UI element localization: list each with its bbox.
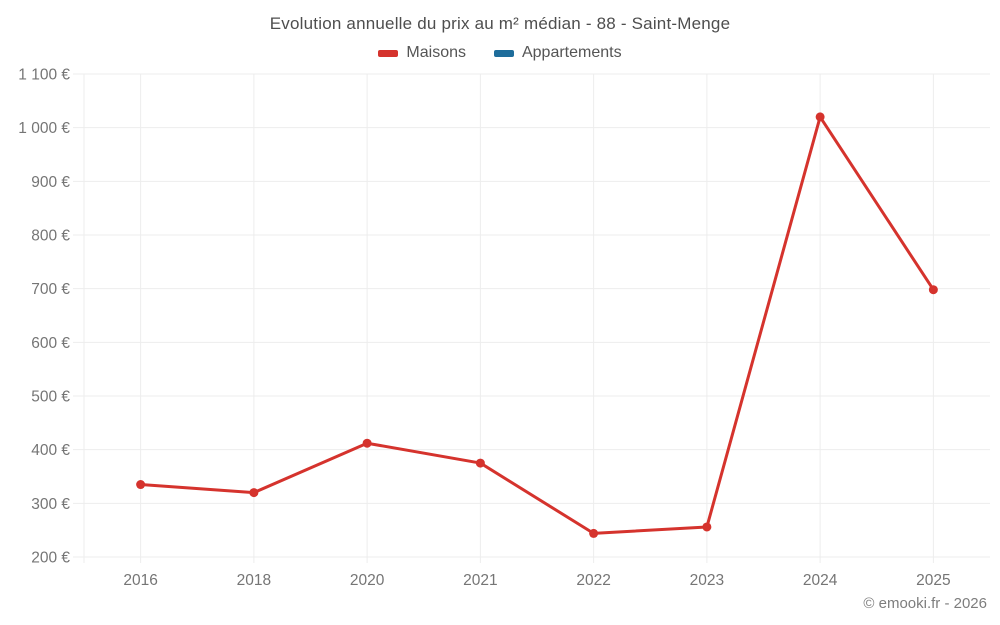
legend-item-maisons[interactable]: Maisons xyxy=(378,44,466,62)
legend-item-appartements[interactable]: Appartements xyxy=(493,44,622,62)
data-point-maisons[interactable] xyxy=(702,522,712,532)
y-axis-tick-label: 200 € xyxy=(31,550,70,567)
y-axis-tick-label: 1 000 € xyxy=(18,120,70,137)
series-line-maisons xyxy=(139,115,935,535)
data-point-maisons[interactable] xyxy=(362,438,372,448)
maisons-series-swatch xyxy=(378,49,399,57)
y-axis-tick-label: 800 € xyxy=(31,228,70,245)
x-axis-tick-label: 2024 xyxy=(803,572,838,589)
data-point-maisons[interactable] xyxy=(928,285,938,295)
y-axis-tick-label: 900 € xyxy=(31,174,70,191)
x-axis-tick-label: 2021 xyxy=(463,572,497,589)
chart-legend: Maisons Appartements xyxy=(0,44,1000,62)
x-axis-tick-label: 2022 xyxy=(576,572,610,589)
legend-label-maisons: Maisons xyxy=(406,44,466,61)
y-axis-tick-label: 700 € xyxy=(31,281,70,298)
data-point-maisons[interactable] xyxy=(475,458,485,468)
legend-label-appartements: Appartements xyxy=(521,44,622,61)
x-axis-tick-label: 2025 xyxy=(916,572,950,589)
copyright-text: © emooki.fr - 2026 xyxy=(863,595,987,612)
x-axis-tick-label: 2020 xyxy=(350,572,385,589)
data-point-maisons[interactable] xyxy=(589,528,599,538)
x-axis-tick-label: 2016 xyxy=(123,572,157,589)
y-axis-tick-label: 1 100 € xyxy=(18,67,70,84)
y-axis-tick-label: 500 € xyxy=(31,389,70,406)
y-axis-tick-label: 300 € xyxy=(31,496,70,513)
data-point-maisons[interactable] xyxy=(136,480,146,490)
chart-title: Evolution annuelle du prix au m² médian … xyxy=(269,14,731,33)
data-point-maisons[interactable] xyxy=(815,112,825,122)
data-point-maisons[interactable] xyxy=(249,488,259,498)
x-axis-tick-label: 2023 xyxy=(690,572,724,589)
x-axis-tick-label: 2018 xyxy=(237,572,271,589)
appartements-series-swatch xyxy=(493,49,514,57)
y-axis-tick-label: 400 € xyxy=(31,442,70,459)
y-axis-tick-label: 600 € xyxy=(31,335,70,352)
